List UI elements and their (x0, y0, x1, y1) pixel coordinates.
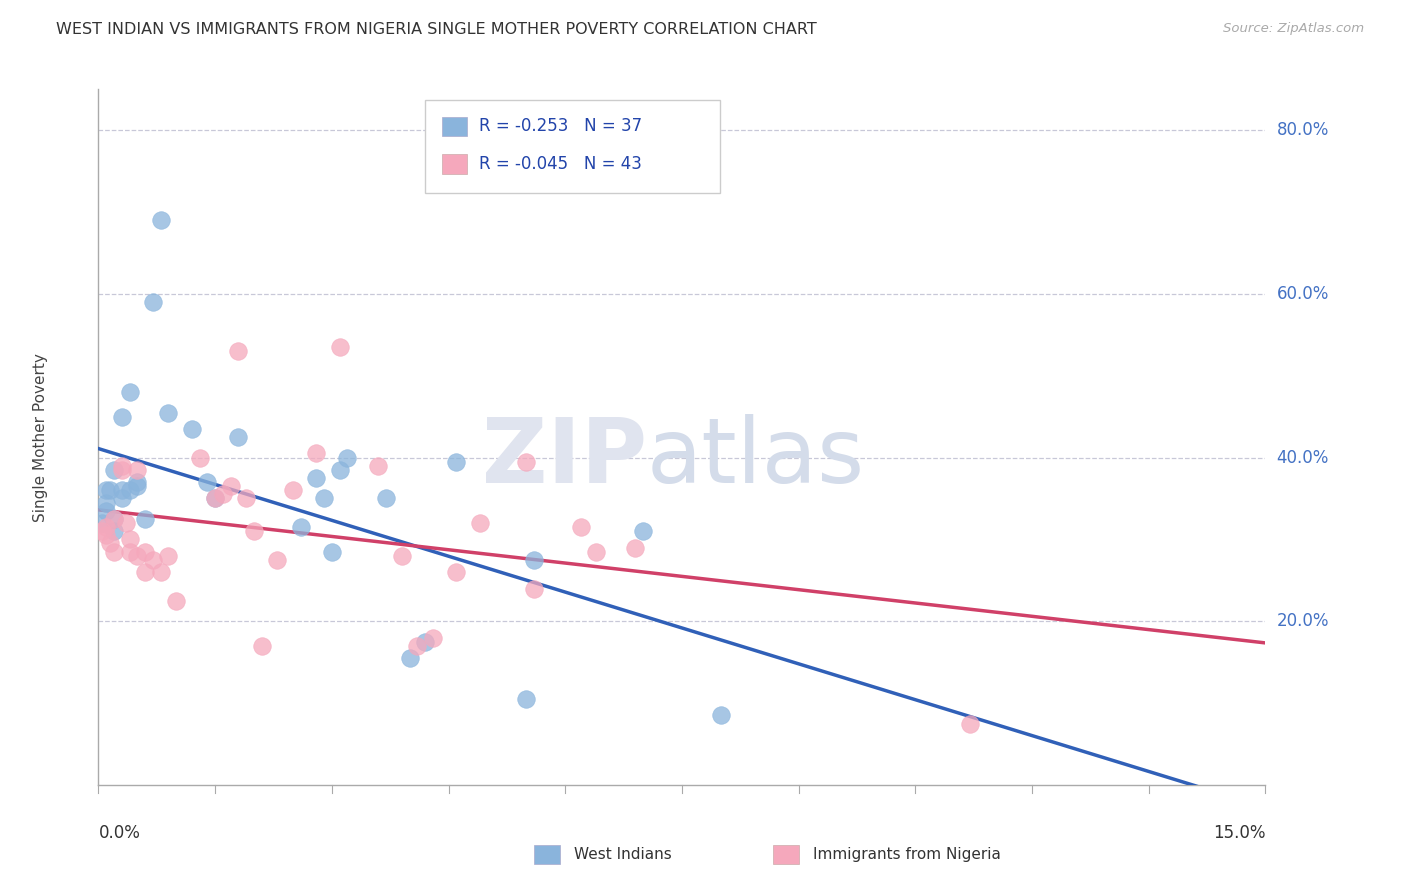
Point (98, 536, 121, 550)
Point (180, 422, 202, 436)
Point (98, 483, 121, 498)
Point (569, 520, 592, 534)
Point (305, 471, 328, 485)
Text: 40.0%: 40.0% (1277, 449, 1329, 467)
Point (219, 479, 242, 493)
Point (235, 491, 257, 506)
Point (114, 516, 136, 530)
Text: R = -0.045   N = 43: R = -0.045 N = 43 (478, 155, 641, 173)
Point (134, 544, 156, 558)
Point (375, 491, 398, 506)
Point (446, 455, 468, 469)
Point (96, 483, 118, 498)
Text: 60.0%: 60.0% (1277, 285, 1329, 303)
Text: Single Mother Poverty: Single Mother Poverty (32, 352, 48, 522)
Point (195, 475, 218, 489)
Point (157, 405, 180, 419)
Point (305, 446, 328, 460)
Point (266, 553, 288, 567)
Point (710, 708, 733, 723)
Text: Immigrants from Nigeria: Immigrants from Nigeria (813, 847, 1001, 862)
Point (103, 524, 125, 539)
Point (329, 463, 352, 477)
Point (96, 495, 118, 509)
Point (111, 458, 134, 473)
Point (204, 491, 226, 506)
Point (398, 651, 420, 665)
Point (624, 541, 647, 555)
Point (111, 483, 134, 498)
Text: atlas: atlas (647, 414, 865, 502)
Point (127, 463, 149, 477)
Point (312, 491, 335, 506)
Point (91, 516, 114, 530)
Point (321, 544, 343, 558)
Text: 20.0%: 20.0% (1277, 612, 1329, 631)
Point (149, 213, 172, 227)
Point (523, 582, 546, 596)
Point (413, 634, 436, 648)
Point (149, 565, 172, 579)
Point (515, 455, 537, 469)
Point (103, 463, 125, 477)
Point (96, 504, 118, 518)
Point (336, 450, 359, 465)
Point (585, 544, 607, 558)
Point (111, 491, 134, 506)
Point (118, 544, 141, 558)
Point (391, 549, 413, 563)
Point (422, 631, 444, 645)
Point (329, 340, 352, 354)
Point (103, 512, 125, 526)
Point (111, 409, 134, 424)
Point (228, 430, 250, 444)
Point (118, 385, 141, 400)
Point (446, 565, 468, 579)
Point (134, 512, 156, 526)
Point (157, 549, 180, 563)
Point (127, 475, 149, 489)
Text: WEST INDIAN VS IMMIGRANTS FROM NIGERIA SINGLE MOTHER POVERTY CORRELATION CHART: WEST INDIAN VS IMMIGRANTS FROM NIGERIA S… (56, 22, 817, 37)
Point (127, 479, 149, 493)
Point (142, 295, 165, 310)
Point (103, 512, 125, 526)
Point (959, 716, 981, 731)
Text: Source: ZipAtlas.com: Source: ZipAtlas.com (1223, 22, 1364, 36)
Text: R = -0.253   N = 37: R = -0.253 N = 37 (478, 118, 641, 136)
Point (406, 639, 429, 653)
Point (127, 549, 149, 563)
Point (118, 533, 141, 547)
Point (523, 553, 546, 567)
Point (515, 692, 537, 706)
Point (204, 491, 226, 506)
Point (142, 553, 165, 567)
Point (228, 344, 250, 359)
Text: 80.0%: 80.0% (1277, 121, 1329, 139)
Point (468, 516, 491, 530)
Text: 15.0%: 15.0% (1213, 824, 1265, 842)
Text: ZIP: ZIP (482, 414, 647, 502)
Point (165, 594, 187, 608)
Point (111, 463, 134, 477)
Point (118, 483, 141, 498)
Point (212, 487, 235, 501)
Text: West Indians: West Indians (574, 847, 672, 862)
Point (188, 450, 211, 465)
Text: 0.0%: 0.0% (98, 824, 141, 842)
Point (134, 565, 156, 579)
Point (250, 639, 273, 653)
Point (367, 458, 389, 473)
Point (290, 520, 312, 534)
Point (103, 544, 125, 558)
Point (96, 520, 118, 534)
Point (96, 528, 118, 542)
Point (631, 524, 654, 539)
Point (243, 524, 266, 539)
Point (281, 483, 304, 498)
Point (91, 524, 114, 539)
